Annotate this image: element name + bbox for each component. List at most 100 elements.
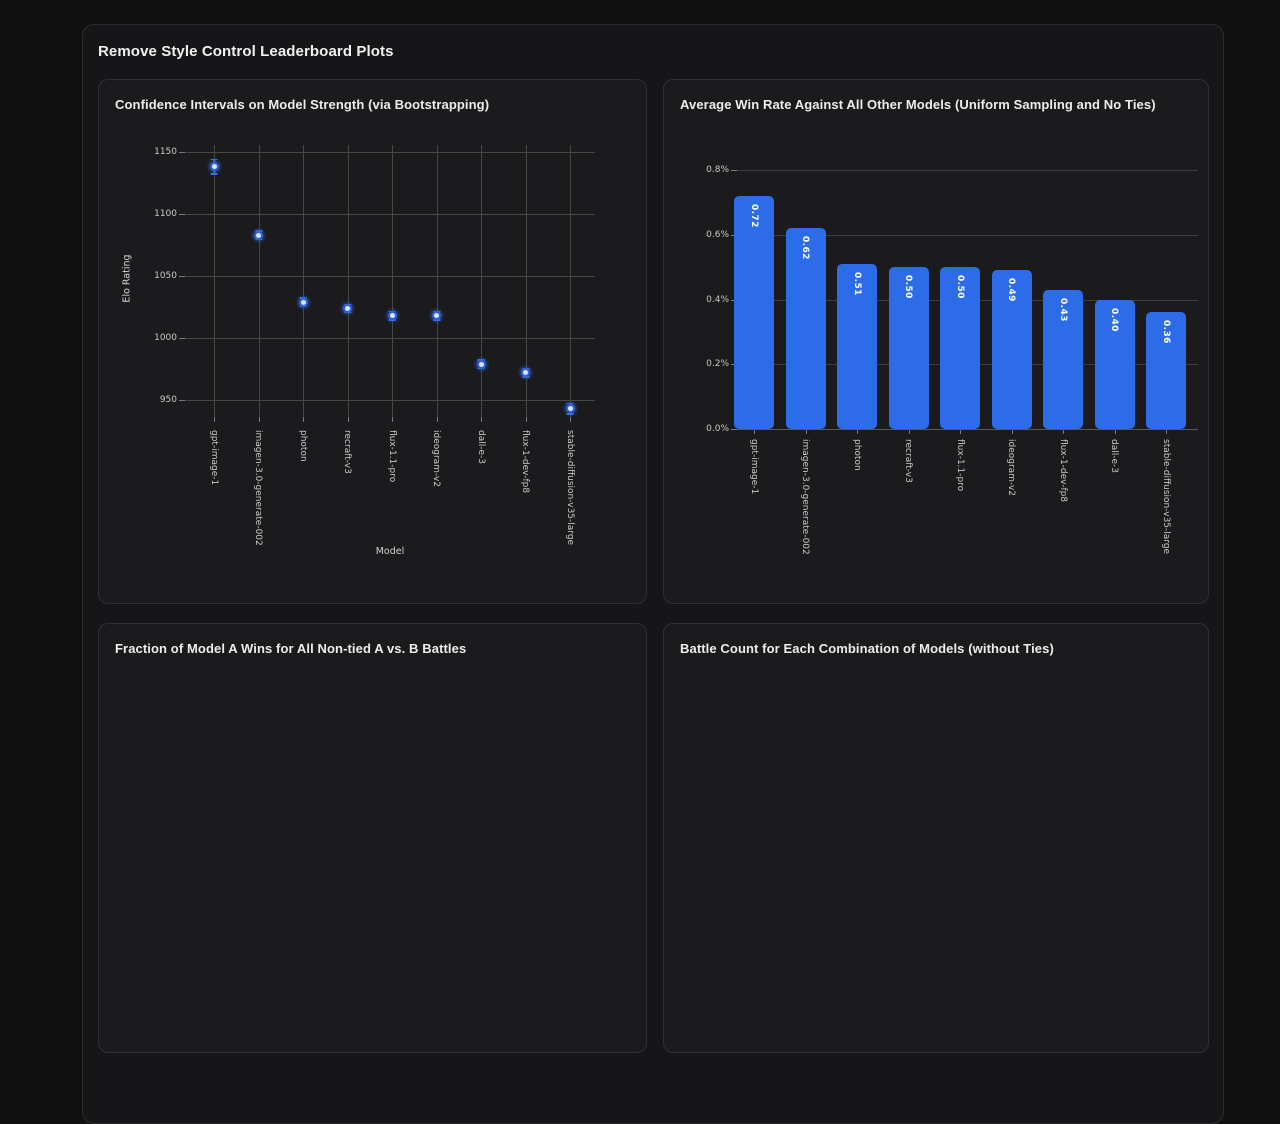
- elo-point-gpt-image-1[interactable]: [209, 161, 219, 171]
- win-rate-bar-ideogram-v2[interactable]: [991, 270, 1032, 429]
- y-tick-label: 1100: [154, 209, 177, 220]
- bar-value-label: 0.36: [1160, 320, 1171, 345]
- y-gridline: [185, 214, 595, 216]
- x-axis-title: Model: [375, 546, 405, 557]
- elo-point-stable-diffusion-v35-large[interactable]: [565, 404, 575, 414]
- y-gridline: [185, 338, 595, 340]
- ci-cap-bottom: [433, 319, 440, 321]
- battle-count-title: Battle Count for Each Combination of Mod…: [680, 641, 1054, 656]
- x-axis-baseline: [737, 429, 1198, 430]
- bar-value-label: 0.62: [800, 236, 810, 261]
- bar-value-label: 0.40: [1109, 307, 1119, 332]
- fraction-wins-title: Fraction of Model A Wins for All Non-tie…: [115, 641, 467, 656]
- win-rate-bar-photon[interactable]: [837, 263, 877, 429]
- elo-point-dall-e-3[interactable]: [476, 359, 486, 369]
- win-rate-bar-recraft-v3[interactable]: [888, 267, 929, 429]
- x-tick-label: dall-e-3: [1109, 439, 1119, 473]
- x-tick-label: gpt-image-1: [748, 439, 759, 495]
- x-tick-mark: [214, 417, 215, 422]
- ci-cap-top: [566, 402, 574, 405]
- y-tick-label: 1150: [154, 147, 177, 158]
- y-tick-label: 0.0%: [706, 424, 729, 434]
- win-rate-title: Average Win Rate Against All Other Model…: [680, 97, 1156, 112]
- win-rate-bar-imagen-3.0-generate-002[interactable]: [785, 228, 826, 429]
- x-gridline: [347, 145, 349, 417]
- ci-cap-top: [210, 158, 218, 161]
- x-tick-mark: [481, 417, 482, 422]
- x-tick-label: recraft-v3: [342, 430, 352, 474]
- x-tick-mark: [908, 430, 910, 434]
- x-tick-label: recraft-v3: [903, 439, 913, 483]
- y-tick-mark: [179, 276, 185, 278]
- x-tick-mark: [1114, 430, 1116, 434]
- y-gridline: [737, 234, 1198, 236]
- x-gridline: [303, 145, 304, 417]
- win-rate-bar-flux-1.1-pro[interactable]: [940, 267, 980, 429]
- elo-point-ideogram-v2[interactable]: [432, 311, 441, 321]
- x-gridline: [570, 145, 571, 417]
- panel-battle-count: Battle Count for Each Combination of Mod…: [663, 623, 1209, 1053]
- x-tick-mark: [347, 417, 349, 422]
- y-gridline: [737, 170, 1198, 171]
- win-rate-bar-flux-1-dev-fp8[interactable]: [1043, 289, 1083, 429]
- elo-scatter-chart: 1150 1100 1050 1000 950 gpt-image-1 imagen-3.0…: [99, 80, 646, 603]
- y-tick-mark: [731, 429, 737, 430]
- x-gridline: [392, 145, 393, 417]
- elo-point-flux-1.1-pro[interactable]: [387, 311, 397, 321]
- x-tick-label: stable-diffusion-v35-large: [1160, 439, 1171, 555]
- x-tick-label: photon: [297, 430, 308, 462]
- x-tick-mark: [392, 417, 393, 422]
- ci-cap-bottom: [522, 376, 529, 378]
- x-tick-label: stable-diffusion-v35-large: [564, 430, 575, 546]
- y-tick-mark: [179, 152, 185, 154]
- win-rate-bar-gpt-image-1[interactable]: [734, 195, 774, 429]
- y-tick-label: 0.4%: [706, 294, 729, 305]
- y-tick-label: 0.8%: [706, 165, 729, 175]
- x-tick-mark: [1166, 430, 1167, 434]
- page-title: Remove Style Control Leaderboard Plots: [98, 43, 394, 60]
- x-gridline: [258, 145, 260, 417]
- bar-value-label: 0.50: [903, 275, 913, 299]
- x-tick-mark: [1063, 430, 1064, 434]
- bar-value-label: 0.49: [1006, 278, 1016, 303]
- x-tick-mark: [570, 417, 571, 422]
- elo-point-recraft-v3[interactable]: [343, 303, 352, 313]
- x-tick-label: photon: [851, 439, 862, 471]
- x-tick-label: flux-1-dev-fp8: [1057, 439, 1068, 503]
- x-tick-label: ideogram-v2: [431, 430, 441, 488]
- win-rate-bar-stable-diffusion-v35-large[interactable]: [1146, 312, 1186, 429]
- confidence-intervals-title: Confidence Intervals on Model Strength (…: [115, 97, 490, 112]
- ci-cap-bottom: [388, 319, 396, 321]
- panel-fraction-wins: Fraction of Model A Wins for All Non-tie…: [98, 623, 647, 1053]
- x-tick-mark: [960, 430, 961, 434]
- y-tick-label: 0.2%: [706, 359, 729, 370]
- x-tick-label: ideogram-v2: [1006, 439, 1016, 497]
- x-tick-mark: [754, 430, 755, 434]
- y-tick-mark: [179, 338, 185, 340]
- x-tick-label: flux-1-dev-fp8: [520, 430, 530, 494]
- ci-cap-bottom: [566, 413, 574, 415]
- y-tick-mark: [179, 400, 185, 402]
- y-tick-label: 1000: [154, 333, 177, 344]
- panel-confidence-intervals: Confidence Intervals on Model Strength (…: [98, 79, 647, 604]
- x-gridline: [436, 145, 438, 417]
- ci-cap-bottom: [210, 173, 218, 175]
- elo-point-photon[interactable]: [298, 297, 308, 307]
- y-gridline: [185, 276, 595, 278]
- x-tick-label: flux-1.1-pro: [386, 430, 397, 483]
- elo-point-flux-1-dev-fp8[interactable]: [521, 368, 530, 378]
- panel-win-rate: Average Win Rate Against All Other Model…: [663, 79, 1209, 604]
- bar-value-label: 0.51: [851, 271, 862, 296]
- y-gridline: [185, 400, 595, 402]
- x-tick-mark: [436, 417, 438, 422]
- x-tick-label: imagen-3.0-generate-002: [253, 430, 263, 546]
- y-tick-mark: [179, 214, 185, 216]
- x-tick-mark: [1011, 430, 1013, 434]
- x-tick-label: imagen-3.0-generate-002: [800, 439, 810, 555]
- elo-point-imagen-3.0-generate-002[interactable]: [254, 230, 263, 240]
- win-rate-bar-dall-e-3[interactable]: [1094, 299, 1135, 429]
- x-tick-mark: [525, 417, 527, 422]
- bar-value-label: 0.43: [1057, 297, 1068, 322]
- x-tick-mark: [857, 430, 858, 434]
- x-tick-label: gpt-image-1: [208, 430, 219, 486]
